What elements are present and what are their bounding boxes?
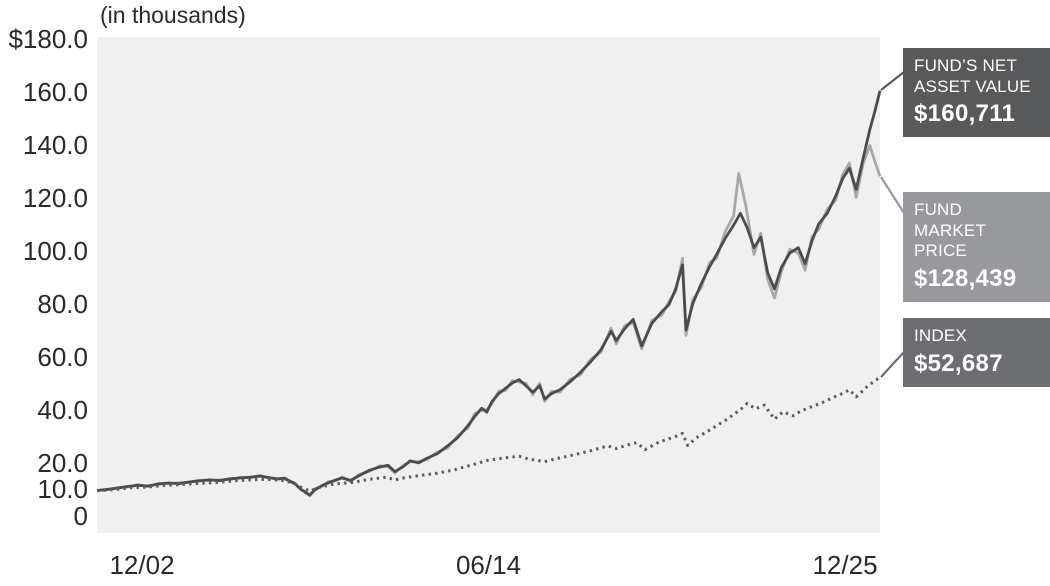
market-price-callout-label: FUND <box>914 200 963 219</box>
index-callout: INDEX $52,687 <box>903 318 1050 387</box>
y-axis-tick: 140.0 <box>22 129 88 160</box>
index-line <box>96 375 881 493</box>
x-axis-tick: 12/02 <box>109 550 175 580</box>
market-price-callout-label: MARKET <box>914 220 987 240</box>
nav-callout-label: FUND’S NET <box>914 56 1018 75</box>
y-axis-tick: 60.0 <box>37 341 88 372</box>
index-callout-connector <box>880 351 905 378</box>
market-price-callout: FUND MARKET PRICE $128,439 <box>903 192 1050 303</box>
x-axis-tick: 12/25 <box>812 550 878 580</box>
y-axis-tick: 160.0 <box>22 76 88 107</box>
y-axis-tick: $180.0 <box>8 23 88 54</box>
chart-series <box>96 90 882 498</box>
nav-callout-value: $160,711 <box>914 100 1016 128</box>
chart-units-label: (in thousands) <box>100 2 246 28</box>
y-axis-tick: 120.0 <box>22 182 88 213</box>
y-axis-tick: 100.0 <box>22 235 88 266</box>
index-callout-label: INDEX <box>914 326 967 345</box>
index-callout-value: $52,687 <box>914 349 1003 377</box>
fund-market-price-line <box>96 144 882 498</box>
market-price-callout-value: $128,439 <box>914 265 1017 293</box>
nav-callout: FUND’S NET ASSET VALUE $160,711 <box>903 48 1050 138</box>
market-price-callout-connector <box>880 176 905 214</box>
nav-callout-connector <box>880 71 905 91</box>
market-price-callout-label: PRICE <box>914 241 967 261</box>
y-axis-tick: 20.0 <box>37 447 88 478</box>
y-axis-tick: 10.0 <box>37 474 88 505</box>
x-axis-tick: 06/14 <box>455 550 522 580</box>
plot-area <box>96 37 882 533</box>
y-axis-tick: 80.0 <box>37 288 88 319</box>
y-axis-tick: 40.0 <box>37 394 88 425</box>
net-asset-value-line <box>96 90 882 497</box>
y-axis-tick: 0 <box>73 500 88 531</box>
nav-callout-label: ASSET VALUE <box>914 76 1031 96</box>
